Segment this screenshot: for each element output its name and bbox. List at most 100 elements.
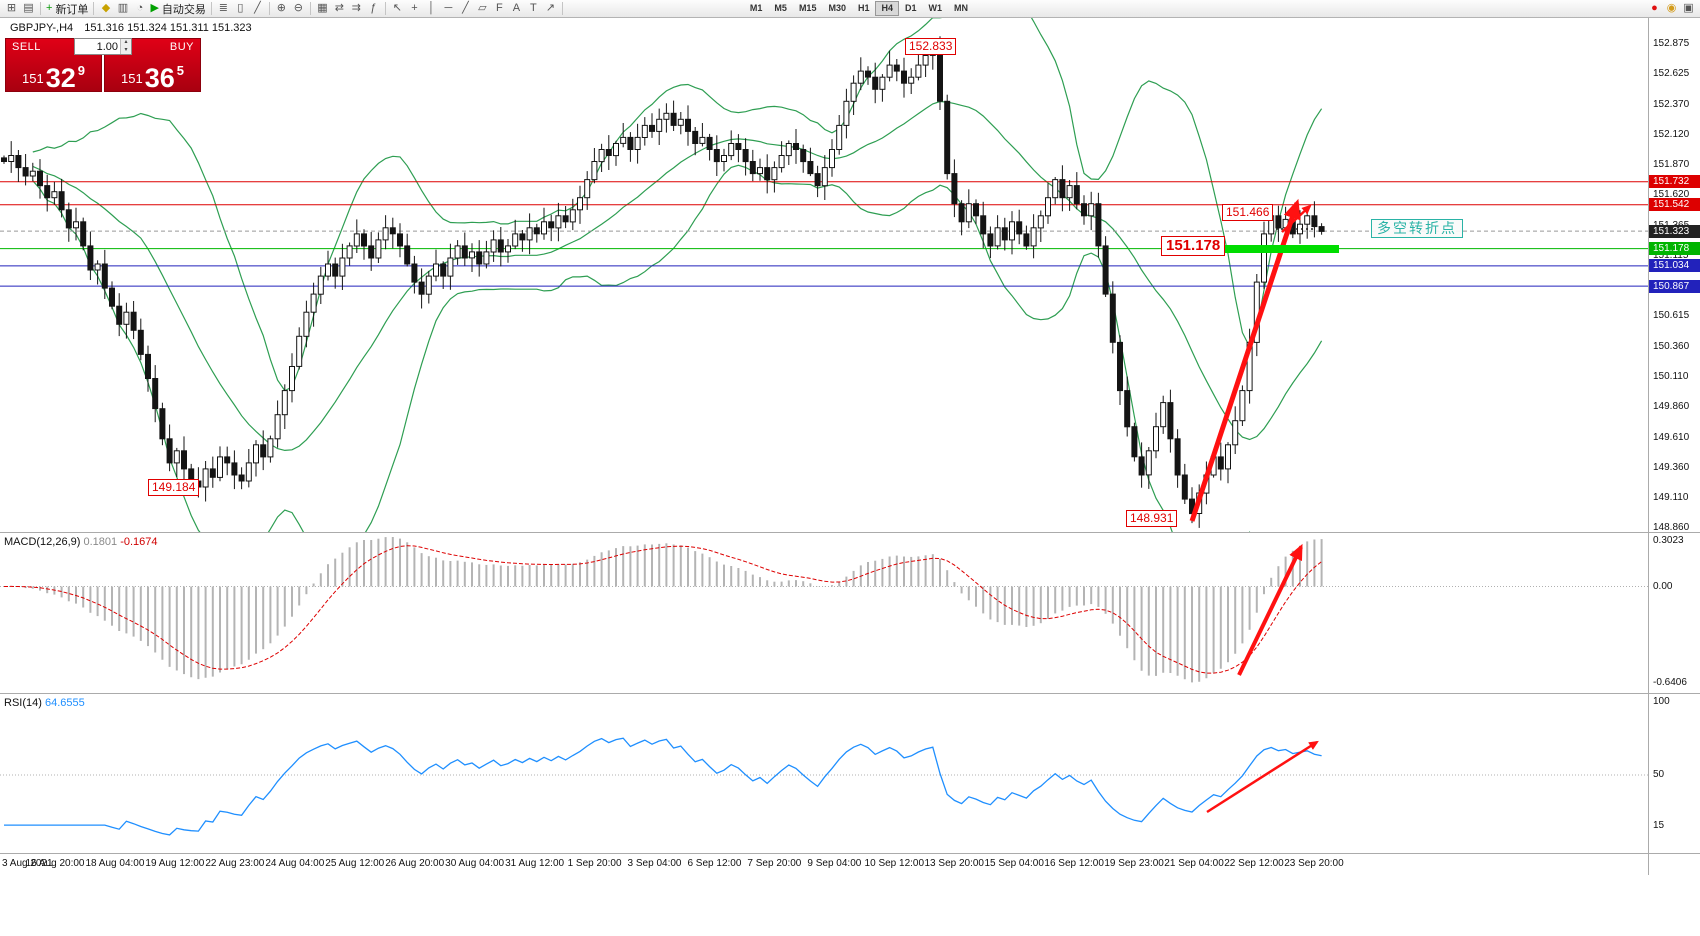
alerts-button[interactable]: ● xyxy=(1646,1,1663,16)
rsi-label: RSI(14) 64.6555 xyxy=(4,697,85,709)
time-axis-label: 16 Sep 12:00 xyxy=(1044,858,1104,869)
community-icon: ◉ xyxy=(1666,2,1677,14)
price-tag: 151.323 xyxy=(1649,224,1700,238)
window-layout-button[interactable]: ▣ xyxy=(1680,1,1697,16)
auto-scroll-button[interactable]: ⇄ xyxy=(331,1,348,16)
strategy-tester-button[interactable]: ◔ xyxy=(131,1,148,16)
arrow-tool-button[interactable]: ↗ xyxy=(542,1,559,16)
new-order-button[interactable]: + 新订单 xyxy=(44,1,90,16)
time-axis-label: 22 Aug 23:00 xyxy=(205,858,265,869)
lot-increase-button[interactable]: ▴ xyxy=(121,39,131,47)
time-axis-label: 25 Aug 12:00 xyxy=(325,858,385,869)
time-axis-label: 7 Sep 20:00 xyxy=(747,858,802,869)
label-button[interactable]: T xyxy=(525,1,542,16)
channel-button[interactable]: ▱ xyxy=(474,1,491,16)
turning-point-note[interactable]: 多空转折点 xyxy=(1371,219,1463,238)
rsi-scale-label: 100 xyxy=(1653,696,1670,707)
metaeditor-button[interactable]: ◆ xyxy=(97,1,114,16)
arrow-tool-icon: ↗ xyxy=(545,2,556,14)
recent-high-callout[interactable]: 151.466 xyxy=(1222,204,1274,221)
buy-price-pips: 36 xyxy=(144,63,175,94)
candles-chart-button[interactable]: ▯ xyxy=(232,1,249,16)
toolbar-separator xyxy=(309,2,311,15)
new-chart-button[interactable]: ⊞ xyxy=(3,1,20,16)
breakout-arrow[interactable] xyxy=(1281,204,1312,233)
timeframe-w1-button[interactable]: W1 xyxy=(928,3,943,13)
crosshair-button[interactable]: + xyxy=(406,1,423,16)
one-click-trading-panel: SELL 151 32 9 BUY 151 36 5 ▴ ▾ xyxy=(5,38,201,92)
price-scale[interactable] xyxy=(1649,18,1700,875)
channel-icon: ▱ xyxy=(478,2,487,14)
indicators-icon: ƒ xyxy=(370,2,377,14)
horizontal-line-button[interactable]: ─ xyxy=(440,1,457,16)
peak-price-callout[interactable]: 152.833 xyxy=(905,38,957,55)
price-scale-tick: 149.610 xyxy=(1653,431,1690,443)
zoom-out-icon: ⊖ xyxy=(293,2,304,14)
vertical-line-icon: │ xyxy=(427,2,435,14)
chart-shift-button[interactable]: ⇉ xyxy=(348,1,365,16)
chart-info-line: GBPJPY-,H4 151.316 151.324 151.311 151.3… xyxy=(10,22,252,34)
zoom-out-button[interactable]: ⊖ xyxy=(290,1,307,16)
fibonacci-button[interactable]: F xyxy=(491,1,508,16)
pivot-highlight-bar[interactable] xyxy=(1213,244,1339,253)
time-axis-label: 19 Sep 23:00 xyxy=(1104,858,1164,869)
timeframe-m15-button[interactable]: M15 xyxy=(798,3,817,13)
time-axis[interactable]: 3 Aug 2021 16 Aug 20:00 18 Aug 04:00 19 Aug… xyxy=(0,853,1700,875)
timeframe-m5-button[interactable]: M5 xyxy=(774,3,787,13)
price-scale-tick: 150.615 xyxy=(1653,310,1690,322)
timeframe-mn-button[interactable]: MN xyxy=(954,3,969,13)
lot-decrease-button[interactable]: ▾ xyxy=(121,46,131,54)
macd-scale-label: -0.6406 xyxy=(1653,677,1687,688)
pivot-price-callout[interactable]: 151.178 xyxy=(1161,236,1226,256)
trend-arrow-macd[interactable] xyxy=(1237,543,1303,676)
candlestick-series xyxy=(1,36,1325,528)
trend-arrow-rsi[interactable] xyxy=(1206,740,1319,814)
panel-separator[interactable] xyxy=(0,693,1700,694)
rsi-scale-label: 15 xyxy=(1653,820,1665,832)
zoom-in-icon: ⊕ xyxy=(276,2,287,14)
autotrade-button[interactable]: ▶ 自动交易 xyxy=(148,1,207,16)
time-axis-label: 10 Sep 12:00 xyxy=(864,858,925,869)
timeframe-h1-button[interactable]: H1 xyxy=(857,3,870,13)
timeframe-m30-button[interactable]: M30 xyxy=(828,3,846,13)
macd-name: MACD(12,26,9) xyxy=(4,536,81,548)
main-chart[interactable] xyxy=(0,18,1648,532)
vertical-line-button[interactable]: │ xyxy=(423,1,440,16)
alerts-icon: ● xyxy=(1651,2,1658,14)
community-button[interactable]: ◉ xyxy=(1663,1,1680,16)
cursor-button[interactable]: ↖ xyxy=(389,1,406,16)
indicators-button[interactable]: ƒ xyxy=(365,1,382,16)
panel-separator[interactable] xyxy=(0,532,1700,533)
profiles-button[interactable]: ▤ xyxy=(20,1,37,16)
price-scale-tick: 149.860 xyxy=(1653,401,1690,413)
price-scale-tick: 150.360 xyxy=(1653,341,1690,353)
macd-main-value: 0.1801 xyxy=(83,536,118,548)
time-axis-label: 24 Aug 04:00 xyxy=(265,858,325,869)
trend-arrow-main[interactable] xyxy=(1189,198,1301,522)
market-watch-button[interactable]: ▥ xyxy=(114,1,131,16)
text-button[interactable]: A xyxy=(508,1,525,16)
rsi-panel[interactable] xyxy=(0,694,1648,853)
timeframe-d1-button[interactable]: D1 xyxy=(905,3,917,13)
time-axis-label: 21 Sep 04:00 xyxy=(1164,858,1224,869)
trendline-button[interactable]: ╱ xyxy=(457,1,474,16)
price-scale-tick: 152.625 xyxy=(1653,68,1690,80)
autotrade-label: 自动交易 xyxy=(161,3,206,16)
line-chart-button[interactable]: ╱ xyxy=(249,1,266,16)
low1-price-callout[interactable]: 149.184 xyxy=(148,479,200,496)
bollinger-middle-band xyxy=(32,100,1323,452)
timeframe-toolbar: M1 M5 M15 M30 H1 H4 D1 W1 MN xyxy=(744,1,974,16)
bars-chart-button[interactable]: ≣ xyxy=(215,1,232,16)
low2-price-callout[interactable]: 148.931 xyxy=(1126,510,1178,527)
buy-price: 151 36 5 xyxy=(105,63,200,94)
zoom-in-button[interactable]: ⊕ xyxy=(273,1,290,16)
lot-size-input[interactable] xyxy=(75,39,120,54)
sell-label: SELL xyxy=(12,41,41,53)
timeframe-h4-button[interactable]: H4 xyxy=(875,1,899,16)
time-axis-label: 3 Aug 2021 xyxy=(2,858,53,869)
time-axis-label: 16 Aug 20:00 xyxy=(25,858,85,869)
grid-button[interactable]: ▦ xyxy=(314,1,331,16)
macd-panel[interactable] xyxy=(0,533,1648,693)
timeframe-m1-button[interactable]: M1 xyxy=(749,3,763,13)
new-order-icon: + xyxy=(46,2,53,14)
